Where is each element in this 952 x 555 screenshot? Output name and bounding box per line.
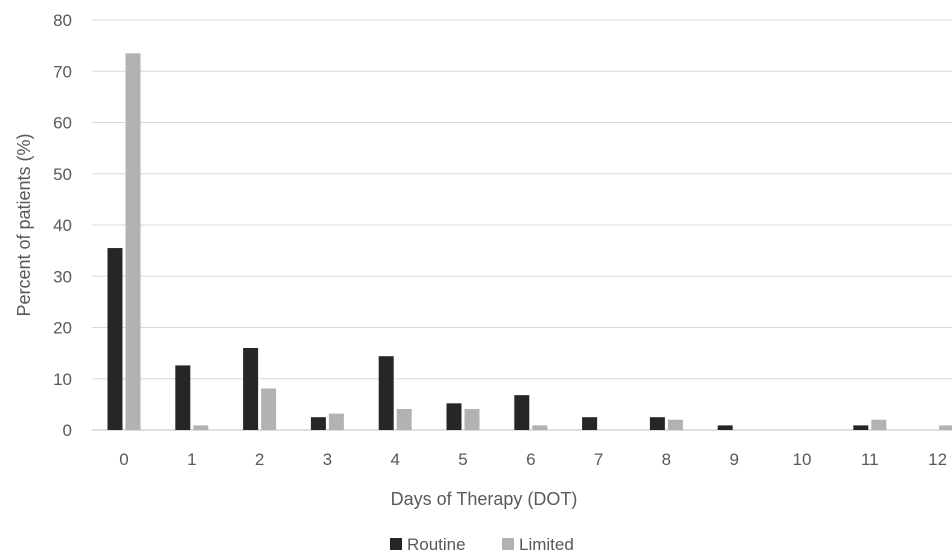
bars	[107, 53, 952, 430]
x-tick-label: 0	[119, 450, 128, 469]
bar-limited-1	[193, 425, 209, 430]
y-tick-label: 0	[63, 421, 72, 440]
legend: Routine Limited	[390, 535, 574, 554]
bar-routine-0	[107, 248, 123, 430]
bar-limited-5	[464, 408, 480, 430]
bar-routine-6	[514, 395, 530, 430]
x-tick-label: 3	[323, 450, 332, 469]
y-axis-title: Percent of patients (%)	[14, 133, 34, 316]
bar-limited-0	[125, 53, 141, 430]
bar-limited-6	[532, 425, 548, 430]
x-tick-label: 9	[729, 450, 738, 469]
x-tick-label: 2	[255, 450, 264, 469]
x-tick-label: 8	[662, 450, 671, 469]
bar-limited-12	[939, 425, 952, 430]
x-tick-label: 7	[594, 450, 603, 469]
y-tick-label: 50	[53, 165, 72, 184]
x-tick-label: 10	[793, 450, 812, 469]
legend-label-routine: Routine	[407, 535, 466, 554]
bar-routine-7	[582, 417, 598, 430]
y-tick-labels: 0 10 20 30 40 50 60 70 80	[53, 11, 72, 440]
x-tick-label: 4	[390, 450, 399, 469]
bar-limited-4	[396, 408, 412, 430]
x-tick-label: 11	[861, 450, 879, 469]
bar-routine-8	[649, 417, 665, 430]
y-tick-label: 10	[53, 370, 72, 389]
bar-routine-11	[853, 425, 869, 430]
bar-limited-3	[328, 413, 344, 430]
bar-routine-5	[446, 403, 462, 430]
bar-limited-2	[261, 388, 277, 430]
x-tick-label: 5	[458, 450, 467, 469]
legend-swatch-limited	[502, 538, 514, 550]
bar-routine-4	[378, 356, 394, 430]
bar-routine-1	[175, 365, 191, 430]
bar-routine-3	[310, 417, 326, 430]
y-tick-label: 70	[53, 62, 72, 81]
bar-routine-9	[717, 425, 733, 430]
legend-label-limited: Limited	[519, 535, 574, 554]
y-tick-label: 40	[53, 216, 72, 235]
bar-limited-8	[667, 419, 683, 430]
bar-routine-2	[243, 348, 259, 430]
gridlines	[92, 19, 952, 431]
legend-swatch-routine	[390, 538, 402, 550]
bar-limited-11	[871, 419, 887, 430]
x-axis-title: Days of Therapy (DOT)	[391, 489, 578, 509]
y-tick-label: 80	[53, 11, 72, 30]
y-tick-label: 30	[53, 267, 72, 286]
x-tick-label: 12	[928, 450, 947, 469]
x-tick-label: 6	[526, 450, 535, 469]
x-tick-label: 1	[187, 450, 196, 469]
x-tick-labels: 0 1 2 3 4 5 6 7 8 9 10 11 12	[119, 450, 947, 469]
y-tick-label: 60	[53, 114, 72, 133]
y-tick-label: 20	[53, 319, 72, 338]
